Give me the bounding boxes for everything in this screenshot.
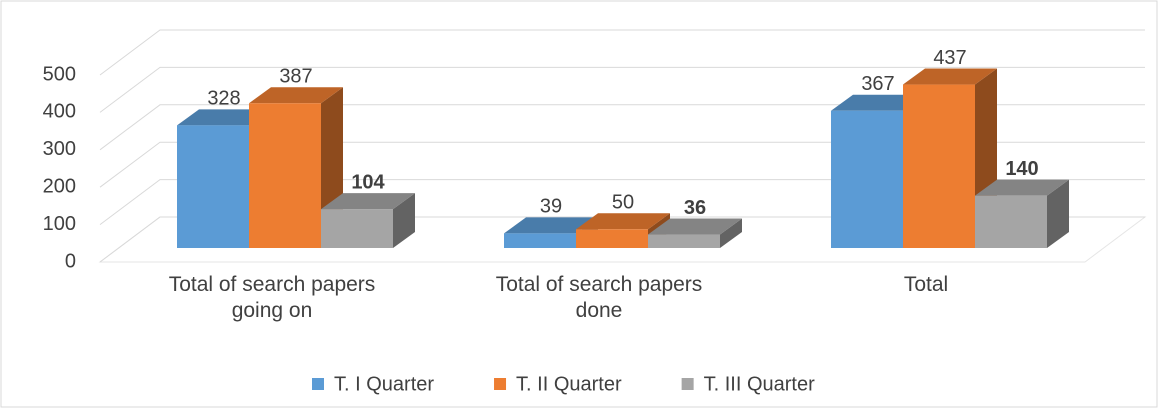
legend-swatch: [312, 378, 324, 390]
bar-front: [321, 209, 393, 248]
value-label: 437: [933, 47, 966, 69]
y-tick-label: 400: [43, 101, 76, 123]
grid-line: [99, 66, 1145, 113]
x-tick-label: Total of search papers going on: [168, 273, 376, 322]
value-label: 367: [861, 73, 894, 95]
y-tick-label: 300: [43, 138, 76, 160]
bar-side: [393, 193, 415, 248]
bar-front: [975, 195, 1047, 248]
bar-top: [831, 94, 925, 111]
bar-side: [1047, 179, 1069, 248]
value-label: 50: [612, 192, 634, 214]
grid-line: [99, 216, 1145, 263]
bar-top: [648, 218, 742, 235]
bar-front: [177, 125, 249, 248]
value-label: 39: [540, 196, 562, 218]
y-tick-label: 100: [43, 213, 76, 235]
grid-line: [99, 141, 1145, 188]
bar-top: [903, 68, 997, 85]
bar-top: [321, 193, 415, 210]
grid-line: [99, 179, 1145, 226]
legend-label: T. I Quarter: [334, 373, 434, 395]
grid-line: [99, 29, 1145, 76]
legend-swatch: [681, 378, 694, 390]
bar-top: [177, 109, 271, 126]
bar-front: [576, 229, 648, 248]
bar-front: [249, 103, 321, 249]
x-tick-label: Total: [903, 273, 949, 296]
bar-top: [504, 217, 598, 234]
y-tick-label: 200: [43, 175, 76, 197]
bar: [321, 193, 415, 248]
value-label: 104: [351, 171, 385, 193]
value-label: 36: [684, 197, 706, 219]
value-label: 328: [207, 88, 240, 110]
bar: [504, 217, 598, 248]
bar-front: [831, 110, 903, 248]
grid-line: [99, 104, 1145, 151]
value-label: 387: [279, 66, 312, 88]
value-label: 140: [1005, 158, 1038, 180]
bar: [975, 179, 1069, 248]
legend-label: T. II Quarter: [516, 373, 622, 395]
legend-label: T. III Quarter: [704, 373, 815, 395]
y-tick-label: 0: [65, 250, 76, 272]
bar: [249, 87, 343, 249]
bar-top: [576, 213, 670, 230]
legend-swatch: [494, 378, 507, 390]
bar-side: [720, 218, 742, 248]
bar-front: [903, 84, 975, 248]
bar-top: [975, 179, 1069, 196]
y-tick-label: 500: [43, 63, 76, 85]
bar-front: [504, 233, 576, 248]
bar: [648, 218, 742, 248]
bar-top: [249, 87, 343, 104]
x-tick-label: Total of search papers done: [495, 273, 703, 322]
bar-front: [648, 234, 720, 248]
